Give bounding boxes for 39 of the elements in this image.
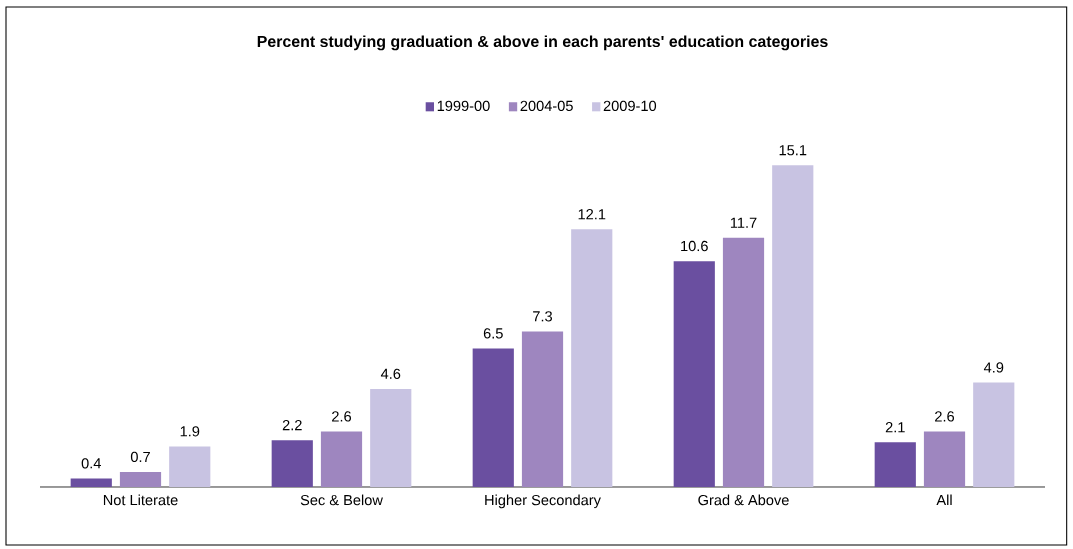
bar	[169, 446, 211, 487]
data-label: 10.6	[681, 240, 708, 252]
bar	[874, 442, 916, 487]
data-label: 2.2	[282, 419, 302, 431]
data-label: 15.1	[779, 145, 807, 156]
data-label: 12.1	[578, 209, 606, 220]
data-label: 4.6	[380, 368, 401, 379]
bar	[923, 431, 966, 487]
data-label: 0.7	[130, 451, 150, 463]
bar	[320, 431, 363, 487]
bar	[472, 348, 514, 487]
x-tick-label: Grad & Above	[698, 494, 789, 506]
legend-label: 2004-05	[520, 100, 573, 112]
bar	[521, 331, 564, 487]
bar	[370, 389, 412, 487]
data-label: 7.3	[533, 311, 553, 322]
legend-label: 2009-10	[603, 100, 657, 112]
bar	[119, 472, 162, 487]
data-label: 6.5	[483, 328, 503, 339]
x-tick-label: Sec & Below	[300, 494, 383, 506]
bar	[571, 229, 613, 487]
data-label: 11.7	[730, 217, 757, 228]
data-label: 1.9	[180, 426, 200, 437]
bar	[70, 478, 112, 487]
x-tick-label: All	[936, 494, 952, 506]
x-tick-label: Not Literate	[103, 494, 178, 506]
bar	[722, 237, 765, 487]
data-label: 2.1	[885, 422, 905, 433]
chart-title: Percent studying graduation & above in each parents' education categories	[257, 35, 828, 51]
bar	[772, 165, 814, 487]
legend-label: 1999-00	[437, 100, 490, 112]
data-label: 4.9	[983, 362, 1004, 373]
bar	[973, 382, 1015, 487]
data-label: 0.4	[81, 458, 101, 469]
x-tick-label: Higher Secondary	[485, 494, 601, 509]
bar	[673, 261, 715, 487]
bar	[271, 440, 313, 487]
data-label: 2.6	[332, 411, 352, 422]
data-label: 2.6	[935, 411, 955, 422]
